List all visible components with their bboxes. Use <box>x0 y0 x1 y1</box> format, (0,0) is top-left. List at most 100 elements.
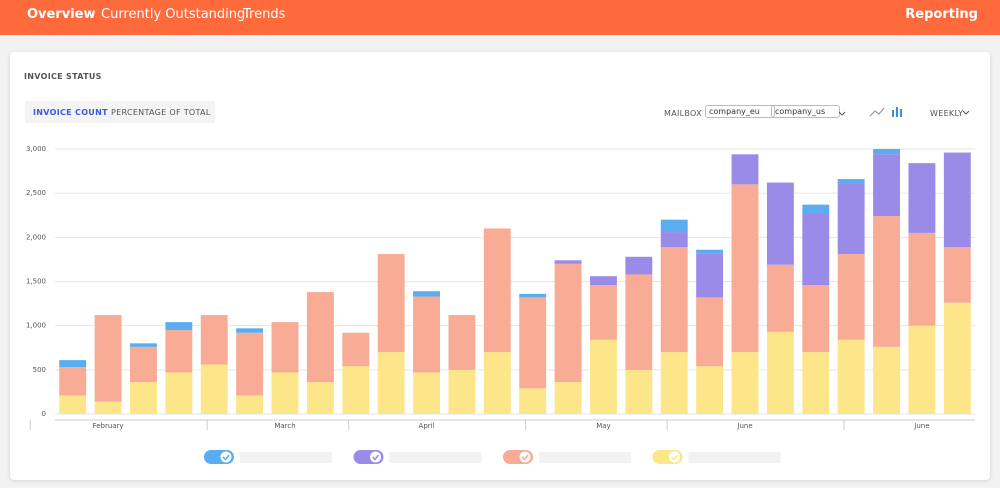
bar-segment <box>200 364 228 414</box>
bar-segment <box>766 331 794 414</box>
bar-segment <box>696 366 724 414</box>
bar-segment <box>165 330 193 373</box>
legend-placeholder <box>389 452 482 463</box>
bar-segment <box>696 249 724 254</box>
nav-item[interactable]: Overview <box>27 7 96 22</box>
legend-knob <box>518 450 532 464</box>
bar-segment <box>130 343 157 347</box>
bar-segment <box>625 256 653 275</box>
bar-segment <box>731 184 759 353</box>
bar-segment <box>130 382 157 414</box>
bar-segment <box>448 369 476 414</box>
bar-segment <box>802 204 830 214</box>
x-tick-label: February <box>93 422 124 430</box>
bar-segment <box>660 352 688 414</box>
bar-segment <box>271 322 299 373</box>
tab[interactable]: PERCENTAGE OF TOTAL <box>111 108 211 117</box>
bar-segment <box>165 322 193 331</box>
tab-group <box>25 101 215 123</box>
bar-segment <box>696 297 724 367</box>
bar-segment <box>306 382 334 414</box>
legend-check <box>222 454 230 461</box>
bar-segment <box>59 367 87 396</box>
bar-segment <box>271 372 299 414</box>
bar-segment <box>413 291 440 297</box>
bar-segment <box>625 274 653 370</box>
bar-segment <box>554 382 582 414</box>
bar-segment <box>165 372 193 414</box>
bar-segment <box>236 328 264 333</box>
y-tick-label: 1,000 <box>26 322 46 330</box>
bar-segment <box>59 360 87 368</box>
bar-segment <box>94 315 122 402</box>
bar-segment <box>59 395 87 414</box>
dropdown-icon[interactable] <box>962 110 970 115</box>
legend-check <box>521 454 529 461</box>
nav-item[interactable]: Reporting <box>905 7 978 22</box>
bar-segment <box>660 219 688 233</box>
bar-segment <box>483 352 511 414</box>
bar-segment <box>943 152 971 248</box>
bar-segment <box>696 253 724 298</box>
card-title: INVOICE STATUS <box>24 72 102 81</box>
bar-segment <box>660 247 688 353</box>
period-select[interactable]: WEEKLY <box>930 109 964 118</box>
bar-segment <box>377 352 405 414</box>
bar-segment <box>554 260 582 264</box>
x-tick-label: June <box>736 422 752 430</box>
bar-icon[interactable] <box>892 107 902 117</box>
y-tick-label: 2,500 <box>26 189 46 197</box>
x-tick-label: May <box>596 422 610 430</box>
bar-segment <box>837 339 865 414</box>
mailbox-chip[interactable]: company_eu <box>705 105 775 118</box>
bar-segment <box>908 232 936 326</box>
bar-segment <box>802 352 830 414</box>
y-tick-label: 2,000 <box>26 233 46 241</box>
bar-segment <box>731 352 759 414</box>
legend-placeholder <box>240 452 332 463</box>
bar-segment <box>766 182 794 265</box>
x-tick-label: June <box>913 422 929 430</box>
nav-item[interactable]: Currently Outstanding <box>101 7 246 22</box>
bar-segment <box>590 285 617 340</box>
y-tick-label: 0 <box>42 410 46 418</box>
bar-segment <box>377 254 405 353</box>
dropdown-icon[interactable] <box>838 111 846 116</box>
bar-segment <box>908 163 936 233</box>
bar-segment <box>873 149 900 155</box>
legend-knob <box>219 450 233 464</box>
bar-segment <box>802 285 830 353</box>
nav-item[interactable]: Trends <box>243 7 286 22</box>
mailbox-label: MAILBOX <box>664 109 702 118</box>
bar-segment <box>943 247 971 303</box>
bar-segment <box>519 297 547 389</box>
bar-segment <box>625 369 653 414</box>
y-tick-label: 500 <box>33 366 46 374</box>
y-tick-label: 3,000 <box>26 145 46 153</box>
bar-segment <box>873 216 900 347</box>
bar-segment <box>200 315 228 365</box>
line-icon[interactable] <box>869 107 885 117</box>
bar-segment <box>342 332 370 367</box>
bar-segment <box>908 325 936 414</box>
tab[interactable]: INVOICE COUNT <box>33 108 108 117</box>
legend-check <box>371 454 380 461</box>
bar-segment <box>130 346 157 383</box>
bar-segment <box>873 346 900 414</box>
bar-segment <box>519 388 547 414</box>
bar-segment <box>554 263 582 383</box>
top-bar <box>0 0 1000 35</box>
bar-segment <box>236 395 264 414</box>
bar-segment <box>837 183 865 255</box>
legend-knob <box>668 450 681 464</box>
bar-segment <box>413 296 440 373</box>
bar-segment <box>660 232 688 248</box>
bar-segment <box>413 372 440 414</box>
bar-segment <box>837 179 865 184</box>
mailbox-chip[interactable]: company_us <box>771 105 841 118</box>
bar-segment <box>448 315 476 370</box>
bar-segment <box>802 213 830 286</box>
legend-placeholder <box>539 452 631 463</box>
